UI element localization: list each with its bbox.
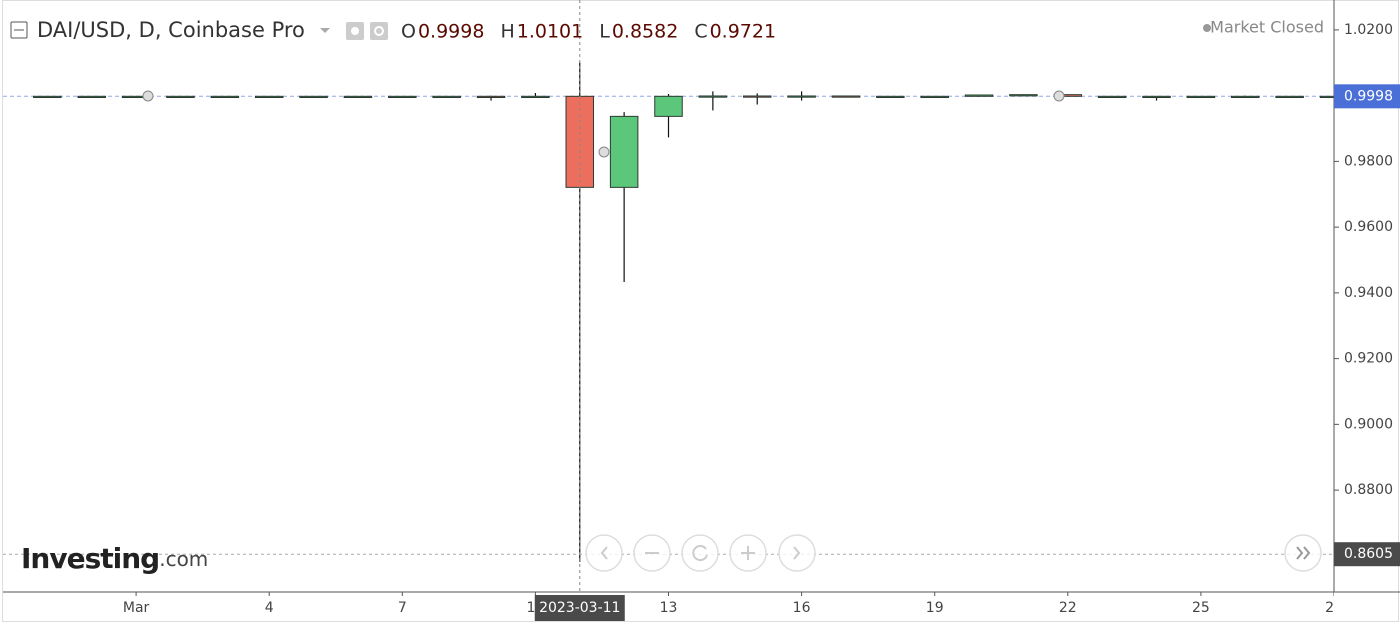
crosshair-y-box: [1334, 542, 1400, 567]
candle-body: [1142, 95, 1171, 99]
settings-icon-gear: [374, 26, 384, 36]
y-tick-label: 0.9600: [1344, 219, 1393, 235]
y-tick-label: 0.9400: [1344, 285, 1393, 301]
candle-body: [388, 95, 417, 99]
x-tick-label: 16: [793, 600, 811, 616]
logo-suffix: .com: [159, 547, 208, 571]
y-axis: 0.8800 0.9000 0.9200 0.9400 0.9600 0.9800 1.02…: [1334, 22, 1393, 498]
title-dropdown[interactable]: [320, 28, 330, 33]
x-tick-label: 13: [660, 600, 678, 616]
crosshair-y-label: 0.8605: [1344, 546, 1393, 562]
x-tick-label: 28: [1325, 600, 1343, 616]
candle-body: [876, 95, 905, 99]
candle-body: [1319, 95, 1334, 99]
last-price-box: [1334, 84, 1400, 109]
y-tick-label: 0.9000: [1344, 416, 1393, 432]
candle-body: [166, 95, 195, 99]
glyph-end: [1296, 546, 1311, 560]
candle-body: [33, 95, 62, 99]
candle-body: [210, 95, 240, 99]
candle-body: [343, 95, 373, 99]
ohlc-key: H: [500, 21, 514, 43]
candle-body: [254, 95, 284, 99]
candle-body: [609, 115, 639, 188]
market-status: Market Closed: [1210, 18, 1324, 37]
glyph-left: [600, 546, 608, 560]
ohlc-key: C: [694, 21, 707, 43]
logo-main: Investing: [21, 542, 159, 575]
ohlc-readout: O 0.9998 H 1.0101 L 0.8582 C 0.9721: [401, 21, 776, 43]
glyph-reset: [692, 545, 708, 562]
y-tick-label: 0.9800: [1344, 153, 1393, 169]
eye-icon-pupil: [351, 27, 359, 35]
candle-body: [1231, 95, 1260, 99]
ohlc-value: 0.9998: [418, 21, 484, 43]
candle-body: [920, 95, 949, 99]
event-marker: [598, 146, 610, 158]
candle-body: [299, 95, 328, 99]
crosshair-x-box: [534, 595, 625, 621]
candle-body: [831, 95, 861, 98]
candle-body: [476, 95, 506, 99]
logo: Investing.com: [21, 542, 208, 575]
candle-body: [742, 95, 772, 98]
ohlc-key: L: [599, 21, 610, 43]
candle-body: [521, 95, 550, 99]
x-tick-label: 22: [1059, 600, 1077, 616]
x-tick-label: 7: [398, 600, 407, 616]
y-tick-label: 0.8800: [1344, 482, 1393, 498]
candle-body: [1186, 95, 1216, 99]
ohlc-value: 0.9721: [710, 21, 776, 43]
last-price-label: 0.9998: [1344, 88, 1393, 104]
reset-button[interactable]: [681, 534, 719, 572]
overlay: 2023-03-11 0.8605 0.9998: [3, 0, 1400, 621]
candle-body: [1275, 95, 1304, 99]
collapse-icon[interactable]: [10, 21, 28, 39]
ohlc-value: 0.8582: [612, 21, 678, 43]
glyph-right: [793, 546, 801, 560]
x-tick-label: 19: [926, 600, 944, 616]
candle-body: [1009, 94, 1038, 97]
nav-glyphs: [600, 545, 1311, 562]
x-tick-label: Mar: [123, 600, 150, 616]
settings-icon[interactable]: [370, 22, 388, 40]
scroll-right-button[interactable]: [778, 534, 816, 572]
chart-title: DAI/USD, D, Coinbase Pro: [37, 18, 305, 42]
scroll-left-button[interactable]: [585, 534, 623, 572]
event-marker: [1053, 90, 1065, 102]
candle-body: [787, 95, 816, 98]
event-marker: [142, 90, 154, 102]
candle-body: [1097, 95, 1127, 99]
crosshair-x-label: 2023-03-11: [539, 600, 620, 616]
candle-body: [654, 95, 683, 117]
candle-body: [964, 94, 994, 97]
candle-body: [698, 95, 728, 98]
x-tick-label: 4: [265, 600, 274, 616]
x-tick-label: 25: [1192, 600, 1210, 616]
y-tick-label: 1.0200: [1344, 22, 1393, 38]
ohlc-key: O: [401, 21, 416, 43]
status-dot: [1203, 24, 1211, 32]
glyph-plus: [741, 546, 755, 560]
y-tick-label: 0.9200: [1344, 351, 1393, 367]
candle-body: [432, 95, 461, 99]
ohlc-value: 1.0101: [517, 21, 583, 43]
candle-body: [77, 95, 106, 99]
